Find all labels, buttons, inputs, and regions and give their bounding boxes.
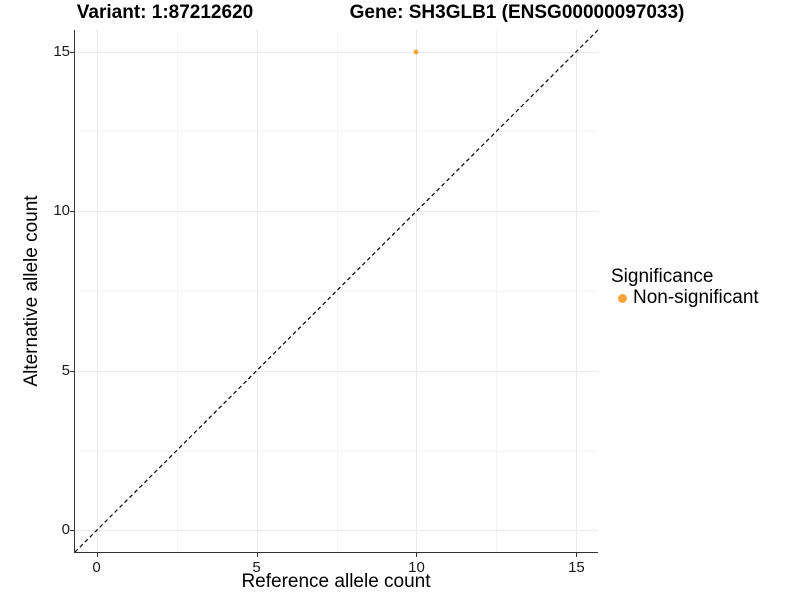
x-tick-mark	[256, 553, 258, 557]
legend: Significance Non-significant	[611, 266, 759, 308]
x-axis-line	[74, 552, 598, 553]
y-tick-label: 15	[53, 42, 70, 60]
y-tick-mark	[70, 51, 74, 53]
x-tick-label: 10	[408, 559, 425, 576]
y-tick-label: 10	[53, 202, 70, 220]
y-axis-line	[74, 30, 75, 553]
gridline-y-major	[75, 211, 598, 213]
legend-title: Significance	[611, 266, 714, 287]
y-tick-mark	[70, 370, 74, 372]
gridline-x-major	[256, 30, 258, 552]
gridline-x-major	[96, 30, 98, 552]
y-tick-label: 0	[61, 521, 70, 539]
x-tick-mark	[96, 553, 98, 557]
legend-point-icon	[618, 293, 627, 303]
plot-panel	[74, 29, 599, 553]
x-axis-title: Reference allele count	[241, 571, 431, 592]
gridline-x-major	[576, 30, 578, 552]
identity-line	[74, 29, 599, 553]
gridline-y-minor	[75, 450, 598, 452]
x-tick-mark	[576, 553, 578, 557]
legend-item-label: Non-significant	[633, 287, 759, 308]
y-tick-mark	[70, 211, 74, 213]
plot-title-gene: Gene: SH3GLB1 (ENSG00000097033)	[349, 2, 685, 23]
gridline-y-minor	[75, 131, 598, 133]
gridline-y-major	[75, 51, 598, 53]
gridline-y-major	[75, 530, 598, 532]
identity-line-layer	[74, 29, 599, 553]
x-tick-mark	[416, 553, 418, 557]
x-tick-label: 0	[92, 559, 101, 576]
y-tick-mark	[70, 530, 74, 532]
data-point	[413, 49, 419, 55]
y-axis-title: Alternative allele count	[21, 195, 42, 387]
x-tick-label: 5	[252, 559, 261, 576]
gridline-x-major	[416, 30, 418, 552]
gridline-y-minor	[75, 291, 598, 292]
x-tick-label: 15	[568, 559, 585, 576]
y-tick-label: 5	[61, 361, 70, 379]
gridline-y-major	[75, 370, 598, 372]
legend-item: Non-significant	[611, 287, 759, 308]
plot-title-variant: Variant: 1:87212620	[76, 2, 254, 23]
